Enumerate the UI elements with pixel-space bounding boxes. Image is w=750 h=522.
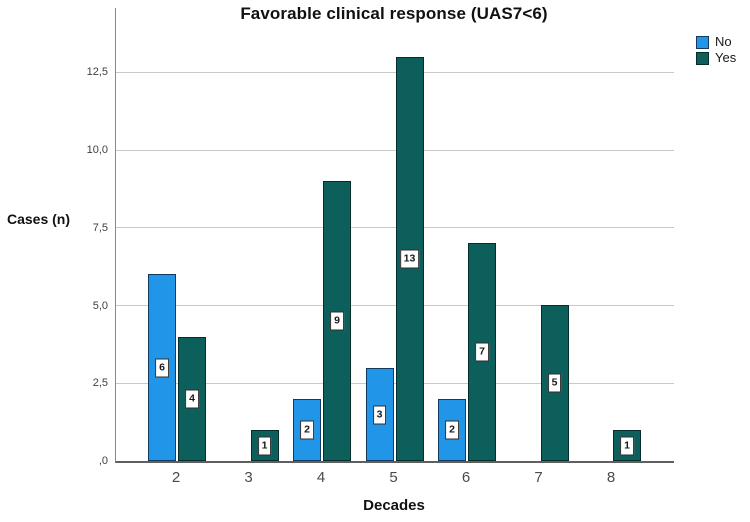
x-tick-label-7: 7 xyxy=(534,469,543,486)
y-tick-label: 5,0 xyxy=(92,299,108,312)
gridline-5,0 xyxy=(116,305,674,306)
bar-no-decade-2: 6 xyxy=(148,274,176,461)
bar-no-decade-4: 2 xyxy=(293,399,321,461)
bar-value-label: 2 xyxy=(300,420,314,440)
bar-yes-decade-7: 5 xyxy=(540,305,569,461)
x-tick-label-2: 2 xyxy=(171,469,181,486)
y-tick-label: 7,5 xyxy=(92,221,108,234)
gridline-7,5 xyxy=(116,227,674,229)
bar-yes-decade-4: 9 xyxy=(323,181,351,461)
bar-value-label: 4 xyxy=(185,389,199,409)
gridline-2,5 xyxy=(116,382,674,384)
bar-value-label: 2 xyxy=(445,420,459,440)
bar-no-decade-5: 3 xyxy=(365,368,394,461)
legend: No Yes xyxy=(696,35,736,65)
x-tick-label-8: 8 xyxy=(606,469,616,486)
chart-title: Favorable clinical response (UAS7<6) xyxy=(240,4,548,23)
bar-yes-decade-6: 7 xyxy=(468,243,496,461)
x-axis-title: Decades xyxy=(363,497,425,514)
y-tick-label: ,0 xyxy=(98,455,108,467)
bar-value-label: 1 xyxy=(257,436,272,455)
bar-value-label: 7 xyxy=(475,342,489,362)
x-tick-label-5: 5 xyxy=(389,469,398,486)
y-tick-label: 2,5 xyxy=(92,377,108,390)
bar-yes-decade-5: 13 xyxy=(395,57,424,461)
gridline-12,5 xyxy=(116,71,674,73)
bar-value-label: 9 xyxy=(330,311,344,331)
legend-item-no: No xyxy=(696,35,736,49)
x-tick-label-3: 3 xyxy=(244,469,253,486)
legend-label: Yes xyxy=(715,50,737,65)
y-tick-label: 12,5 xyxy=(86,66,108,79)
legend-swatch-no xyxy=(696,35,709,49)
x-tick-label-4: 4 xyxy=(316,469,326,486)
y-axis-title: Cases (n) xyxy=(7,211,71,227)
gridline-10,0 xyxy=(116,149,674,151)
bar-yes-decade-8: 1 xyxy=(613,430,641,461)
legend-label: No xyxy=(715,34,732,49)
bar-value-label: 13 xyxy=(399,249,420,269)
legend-item-yes: Yes xyxy=(696,51,736,65)
x-tick-label-6: 6 xyxy=(461,469,471,486)
bar-value-label: 3 xyxy=(372,405,387,424)
bar-yes-decade-3: 1 xyxy=(250,430,279,461)
plot-area: 6 4 1 2 9 3 13 2 7 5 1 xyxy=(115,8,674,463)
bar-value-label: 5 xyxy=(547,373,562,393)
bar-yes-decade-2: 4 xyxy=(178,337,206,461)
bar-no-decade-6: 2 xyxy=(438,399,466,461)
y-tick-label: 10,0 xyxy=(86,144,108,156)
legend-swatch-yes xyxy=(696,51,709,65)
bar-value-label: 1 xyxy=(620,436,634,455)
bar-value-label: 6 xyxy=(155,358,169,377)
